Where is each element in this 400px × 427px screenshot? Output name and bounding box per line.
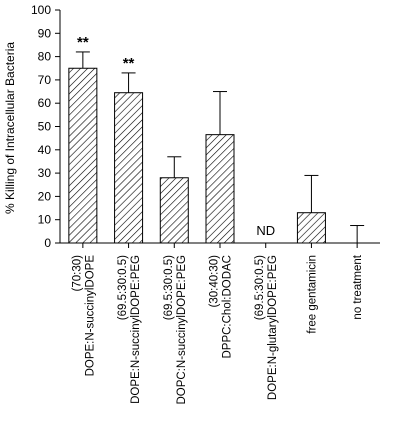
bar	[159, 177, 189, 244]
y-tick-label: 30	[38, 166, 52, 180]
x-category-label: no treatment	[352, 254, 364, 319]
significance-annotation: **	[77, 34, 89, 51]
y-tick-label: 60	[38, 96, 52, 110]
x-category-label: free gentamicin	[306, 255, 318, 334]
x-category-label: DOPE:N-glutarylDOPE:PEG	[267, 255, 279, 400]
bar	[68, 67, 98, 244]
bar	[296, 212, 326, 244]
y-tick-label: 40	[38, 143, 52, 157]
y-tick-label: 70	[38, 73, 52, 87]
y-tick-label: 90	[38, 26, 52, 40]
x-category-label: DOPC:N-succinylDOPE:PEG	[176, 255, 188, 405]
y-tick-label: 80	[38, 50, 52, 64]
y-tick-label: 50	[38, 120, 52, 134]
bar-annotation: ND	[256, 223, 275, 238]
x-category-label: (69.5:30:0.5)	[117, 255, 129, 320]
significance-annotation: **	[123, 55, 135, 72]
x-category-label: (30:40:30)	[209, 255, 221, 308]
y-tick-label: 100	[31, 3, 51, 17]
y-axis-label: % Killing of Intracellular Bacteria	[3, 42, 17, 214]
x-category-label: (70:30)	[71, 255, 83, 292]
plot-area: 0 10 20 30 40 50 60 70 80 90 100 ** DOPE:N-succinylD…	[31, 3, 380, 405]
bar	[205, 134, 235, 244]
x-category-label: (69.5:30:0.5)	[163, 255, 175, 320]
y-tick-label: 20	[38, 189, 52, 203]
x-category-label: DPPC:Chol:DODAC	[222, 255, 234, 359]
x-category-label: DOPE:N-succinylDOPE	[84, 255, 96, 377]
bar	[114, 92, 144, 244]
y-tick-label: 10	[38, 213, 52, 227]
y-tick-label: 0	[44, 236, 51, 250]
x-category-label: (69.5:30:0.5)	[254, 255, 266, 320]
x-category-label: DOPE:N-succinylDOPE:PEG	[130, 255, 142, 404]
